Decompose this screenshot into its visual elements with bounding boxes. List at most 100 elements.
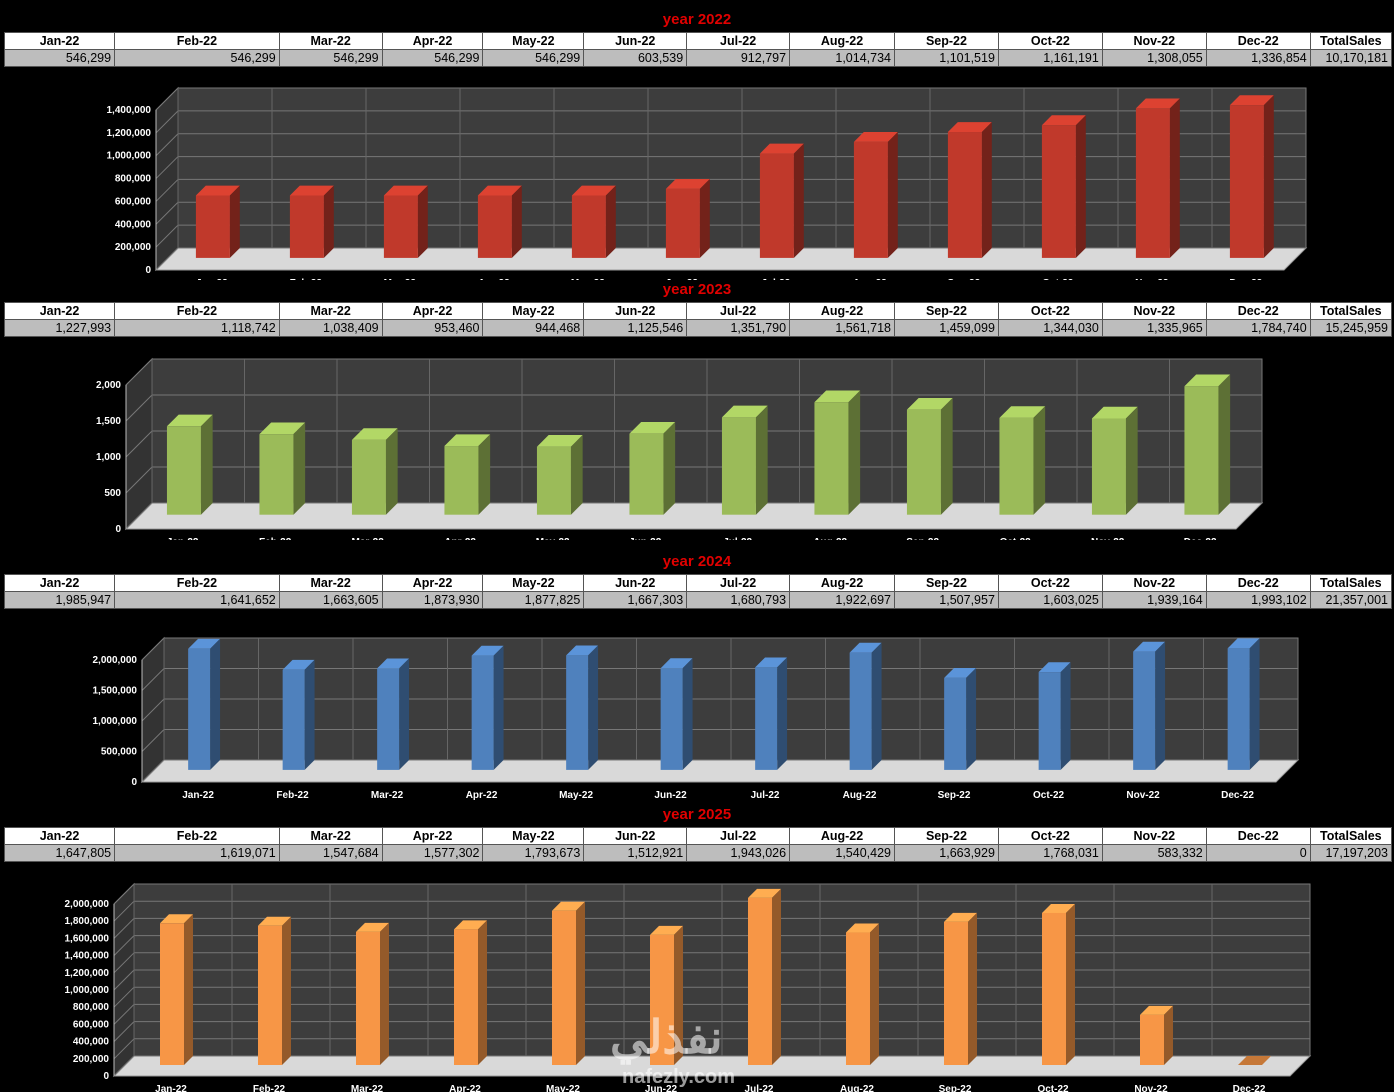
month-header: Sep-22 (893, 827, 999, 845)
bar (536, 434, 583, 515)
bar (160, 914, 193, 1065)
x-tick-label: Dec-22 (1184, 537, 1217, 540)
bar (1038, 662, 1071, 770)
month-header: Mar-22 (278, 302, 383, 320)
x-tick-label: Feb-22 (276, 790, 309, 800)
month-value: 1,939,164 (1101, 591, 1207, 609)
month-value: 1,038,409 (278, 319, 383, 337)
x-tick-label: Sep-22 (947, 278, 980, 280)
x-tick-label: Aug-22 (840, 1084, 874, 1092)
x-tick-label: Jun-22 (666, 278, 699, 280)
month-value: 1,784,740 (1205, 319, 1311, 337)
month-value: 912,797 (686, 49, 791, 67)
month-value: 546,299 (3, 49, 116, 67)
month-header: Sep-22 (893, 32, 999, 50)
x-tick-label: Nov-22 (1135, 278, 1169, 280)
gridline-side (141, 668, 165, 691)
y-tick-label: 0 (131, 777, 137, 788)
month-header: Apr-22 (381, 827, 484, 845)
table-header-row: Jan-22 Feb-22 Mar-22 Apr-22 May-22 Jun-22 Jul-… (3, 32, 1393, 50)
month-value: 1,603,025 (997, 591, 1103, 609)
bar (477, 185, 522, 258)
gridline-side (155, 133, 179, 157)
bar (947, 122, 992, 258)
bar (1140, 1005, 1173, 1065)
bar (289, 185, 334, 258)
month-header: Mar-22 (278, 827, 383, 845)
y-tick-label: 1,000,000 (107, 151, 152, 162)
y-tick-label: 800,000 (115, 174, 152, 185)
y-tick-label: 1,400,000 (107, 105, 152, 116)
month-header: Nov-22 (1101, 574, 1207, 592)
x-tick-label: Jan-22 (167, 537, 199, 540)
bar-chart: 0 500,000 1,000,000 1,500,000 2,000,000 Jan-2… (93, 636, 1300, 800)
month-header: Oct-22 (997, 302, 1103, 320)
gridline-side (113, 900, 135, 922)
month-header: Jul-22 (686, 827, 791, 845)
bar (1091, 406, 1138, 515)
gridline-side (113, 1004, 135, 1025)
month-value: 1,118,742 (114, 319, 280, 337)
month-header: Oct-22 (997, 827, 1103, 845)
y-tick-label: 0 (145, 265, 151, 276)
month-value: 1,877,825 (482, 591, 585, 609)
gridline-side (113, 883, 135, 905)
bar-chart: 0 200,000 400,000 600,000 800,000 1,000,000 1,… (107, 86, 1308, 280)
y-tick-label: 2,000,000 (93, 655, 138, 666)
watermark-latin: nafezly.com (622, 1066, 735, 1088)
year-title: year 2024 (662, 553, 732, 570)
bar (1042, 903, 1075, 1065)
bar (999, 406, 1046, 515)
table-value-row: 1,985,947 1,641,652 1,663,605 1,873,930 1,87… (3, 591, 1393, 609)
month-value: 1,680,793 (686, 591, 791, 609)
y-tick-label: 1,200,000 (107, 128, 152, 139)
gridline-side (141, 729, 165, 752)
table-header-row: Jan-22 Feb-22 Mar-22 Apr-22 May-22 Jun-22 Jul-… (3, 827, 1393, 845)
bar (755, 657, 788, 770)
gridline-side (141, 637, 165, 661)
gridline-side (155, 247, 179, 271)
gridline-side (125, 430, 153, 458)
month-value: 1,663,605 (278, 591, 383, 609)
month-header: Sep-22 (893, 302, 999, 320)
bar (759, 143, 804, 258)
month-value: 1,667,303 (583, 591, 688, 609)
x-tick-label: Mar-22 (351, 1084, 384, 1092)
month-header: Oct-22 (997, 574, 1103, 592)
y-tick-label: 1,600,000 (65, 933, 110, 944)
month-header: Aug-22 (789, 574, 895, 592)
x-tick-label: Feb-22 (290, 278, 323, 280)
gridline-side (113, 986, 135, 1008)
gridline-side (113, 935, 135, 956)
sales-table: Jan-22 Feb-22 Mar-22 Apr-22 May-22 Jun-22 Jul-… (3, 302, 1393, 337)
month-header: Apr-22 (381, 302, 484, 320)
x-tick-label: May-22 (571, 278, 605, 280)
bar (1229, 95, 1274, 258)
bar (195, 185, 240, 258)
month-value: 0 (1205, 844, 1311, 862)
month-value: 1,873,930 (381, 591, 484, 609)
bar (814, 390, 861, 515)
month-header: Jul-22 (686, 574, 791, 592)
month-header: May-22 (482, 574, 585, 592)
x-tick-label: Nov-22 (1134, 1084, 1168, 1092)
month-value: 1,336,854 (1205, 49, 1311, 67)
gridline-side (113, 1038, 135, 1060)
x-tick-label: Apr-22 (449, 1084, 481, 1092)
gridline-side (125, 394, 153, 422)
gridline-side (113, 969, 135, 991)
bar (351, 428, 398, 515)
month-header: Nov-22 (1101, 302, 1207, 320)
table-header-row: Jan-22 Feb-22 Mar-22 Apr-22 May-22 Jun-22 Jul-… (3, 574, 1393, 592)
month-value: 1,547,684 (278, 844, 383, 862)
x-tick-label: May-22 (559, 790, 593, 800)
month-header: Jan-22 (3, 574, 116, 592)
x-tick-label: Sep-22 (939, 1084, 972, 1092)
month-header: Jun-22 (583, 574, 688, 592)
bar (665, 179, 710, 258)
month-header: Nov-22 (1101, 32, 1207, 50)
x-tick-label: Jun-22 (654, 790, 687, 800)
bar (383, 185, 428, 258)
y-tick-label: 1,000,000 (93, 716, 138, 727)
month-value: 1,985,947 (3, 591, 116, 609)
